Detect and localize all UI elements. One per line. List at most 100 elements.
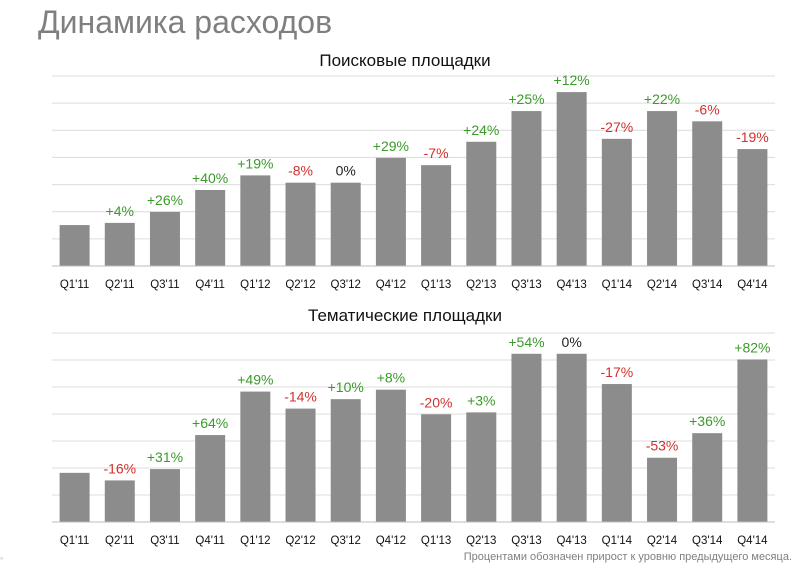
thematic-bar [240, 391, 271, 522]
thematic-bar [375, 389, 406, 522]
search-data-label: +24% [463, 122, 499, 138]
search-tick-label: Q3'14 [692, 279, 723, 291]
thematic-bar [421, 414, 452, 522]
search-bar [149, 211, 180, 266]
thematic-bar [511, 353, 542, 522]
search-tick-label: Q1'11 [60, 279, 89, 291]
thematic-tick-label: Q3'13 [511, 535, 541, 547]
search-bar [511, 111, 542, 266]
search-bar [104, 222, 135, 266]
search-data-label: +4% [106, 203, 134, 219]
search-bar [737, 149, 768, 266]
search-bar [330, 182, 361, 266]
thematic-data-label: +36% [689, 413, 725, 429]
search-tick-label: Q1'13 [421, 279, 451, 291]
search-tick-label: Q1'12 [240, 279, 270, 291]
search-tick-label: Q2'13 [466, 279, 496, 291]
thematic-data-label: +10% [328, 379, 364, 395]
search-bar [240, 175, 271, 266]
search-tick-label: Q2'11 [105, 279, 134, 291]
footnote: Процентами обозначен прирост к уровню пр… [463, 551, 792, 563]
thematic-tick-label: Q3'12 [331, 535, 361, 547]
thematic-data-label: 0% [562, 334, 582, 350]
bar-chart-search: Q1'11 +4% Q2'11 +26% Q3'11 +40% Q4'11 +19% Q1'12… [52, 72, 775, 291]
slide-corner-marker: ◦ [0, 553, 4, 563]
search-tick-label: Q4'11 [195, 279, 224, 291]
thematic-tick-label: Q2'12 [285, 535, 315, 547]
search-data-label: -27% [601, 119, 634, 135]
search-data-label: +22% [644, 91, 680, 107]
thematic-bar [466, 412, 497, 522]
search-tick-label: Q4'13 [556, 279, 586, 291]
search-tick-label: Q4'12 [376, 279, 406, 291]
thematic-data-label: +54% [508, 334, 544, 350]
search-data-label: -8% [288, 163, 313, 179]
thematic-tick-label: Q3'14 [692, 535, 723, 547]
thematic-data-label: +64% [192, 415, 228, 431]
search-data-label: +19% [237, 155, 273, 171]
thematic-bar [556, 353, 587, 522]
search-data-label: -6% [695, 101, 720, 117]
search-bar [285, 182, 316, 266]
search-bar [421, 165, 452, 266]
search-tick-label: Q1'14 [602, 279, 633, 291]
search-bar [466, 141, 497, 266]
thematic-tick-label: Q3'11 [150, 535, 179, 547]
thematic-bar [330, 399, 361, 522]
search-data-label: +29% [373, 138, 409, 154]
search-data-label: 0% [336, 163, 356, 179]
thematic-data-label: +3% [467, 392, 495, 408]
search-data-label: +40% [192, 170, 228, 186]
thematic-data-label: +82% [734, 339, 770, 355]
search-bar [556, 92, 587, 266]
thematic-data-label: +8% [377, 370, 405, 386]
thematic-data-label: -14% [284, 389, 317, 405]
thematic-tick-label: Q4'12 [376, 535, 406, 547]
search-tick-label: Q3'11 [150, 279, 179, 291]
thematic-data-label: -17% [601, 364, 634, 380]
search-tick-label: Q2'14 [647, 279, 678, 291]
search-bar [375, 157, 406, 266]
thematic-tick-label: Q1'11 [60, 535, 89, 547]
search-bar [692, 121, 723, 266]
search-tick-label: Q3'12 [331, 279, 361, 291]
thematic-data-label: -16% [103, 460, 136, 476]
search-tick-label: Q4'14 [737, 279, 768, 291]
thematic-tick-label: Q1'13 [421, 535, 451, 547]
thematic-tick-label: Q2'13 [466, 535, 496, 547]
thematic-tick-label: Q4'11 [195, 535, 224, 547]
chart-title-search: Поисковые площадки [319, 51, 491, 70]
thematic-tick-label: Q2'11 [105, 535, 134, 547]
thematic-bar [285, 408, 316, 522]
chart-title-thematic: Тематические площадки [308, 306, 502, 325]
search-bar [647, 111, 678, 266]
thematic-data-label: -20% [420, 394, 453, 410]
thematic-bar [737, 359, 768, 522]
thematic-bar [195, 435, 226, 522]
search-data-label: +12% [554, 72, 590, 88]
thematic-bar [104, 480, 135, 522]
search-tick-label: Q2'12 [285, 279, 315, 291]
thematic-bar [647, 457, 678, 522]
search-bar [601, 138, 632, 266]
search-data-label: -7% [424, 145, 449, 161]
thematic-bar [601, 384, 632, 522]
thematic-bar [59, 472, 90, 522]
thematic-bar [149, 469, 180, 522]
search-bar [59, 225, 90, 266]
thematic-tick-label: Q4'14 [737, 535, 768, 547]
thematic-data-label: -53% [646, 438, 679, 454]
thematic-data-label: +49% [237, 372, 273, 388]
thematic-bar [692, 433, 723, 522]
search-bar [195, 190, 226, 266]
thematic-tick-label: Q1'14 [602, 535, 633, 547]
search-data-label: +25% [508, 91, 544, 107]
thematic-data-label: +31% [147, 449, 183, 465]
thematic-tick-label: Q1'12 [240, 535, 270, 547]
search-tick-label: Q3'13 [511, 279, 541, 291]
thematic-tick-label: Q4'13 [556, 535, 586, 547]
search-data-label: -19% [736, 129, 769, 145]
search-data-label: +26% [147, 192, 183, 208]
page-title: Динамика расходов [38, 4, 333, 40]
